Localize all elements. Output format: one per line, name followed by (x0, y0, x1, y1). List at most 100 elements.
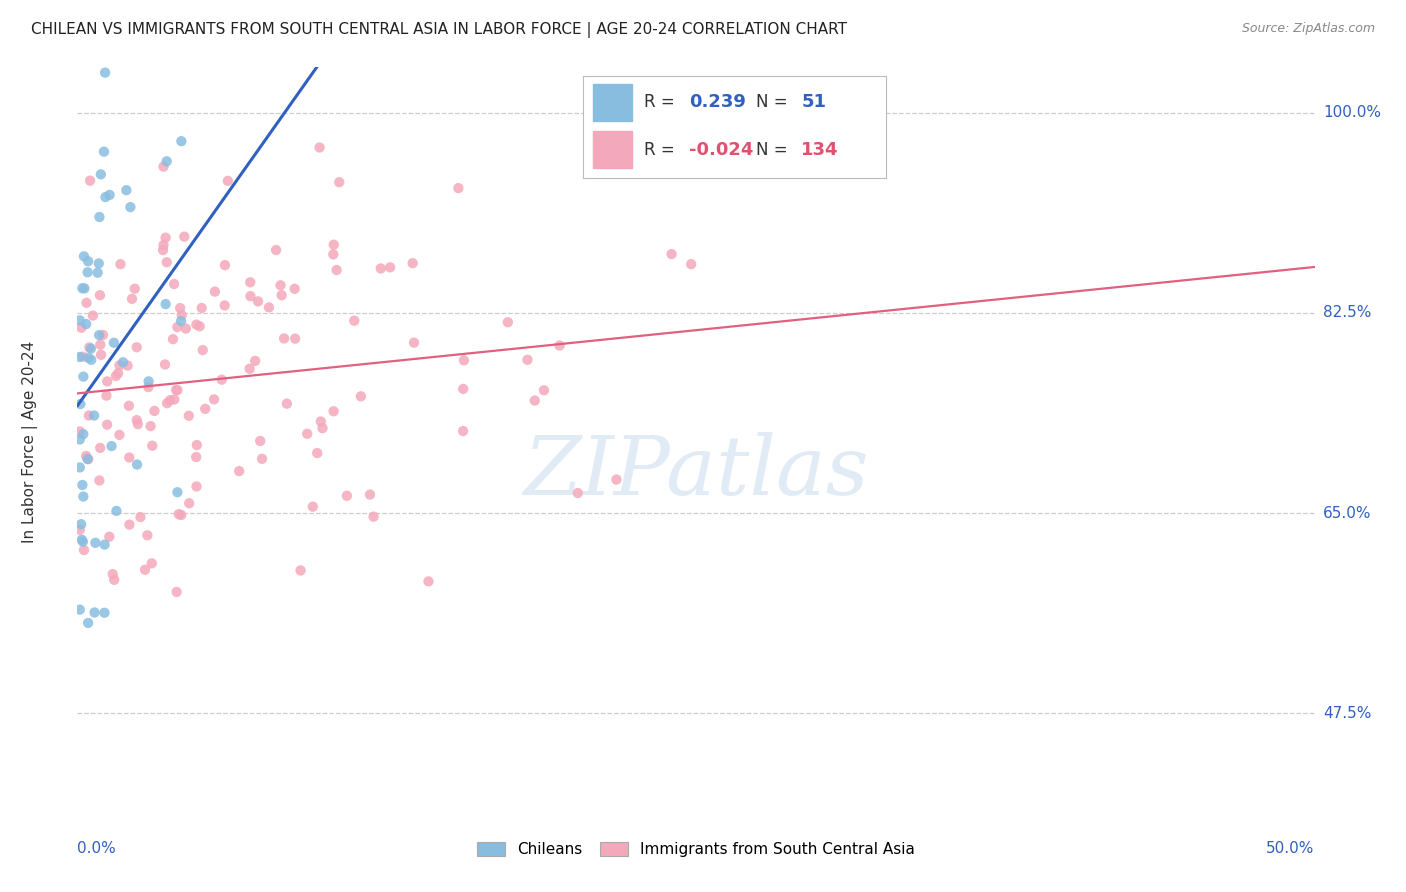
Point (89, 328, 111, 343)
Point (72, 369, 94, 384)
Point (350, 389, 373, 403)
Point (118, 399, 141, 413)
Point (75, 449, 97, 463)
Point (159, 393, 181, 408)
Point (115, 183, 138, 197)
Point (167, 507, 190, 521)
Point (533, 384, 555, 398)
Point (336, 489, 359, 503)
Point (105, 504, 128, 518)
Point (496, 315, 519, 329)
Point (96, 417, 118, 432)
Point (177, 409, 200, 423)
Point (129, 510, 152, 524)
Point (111, 355, 134, 369)
Point (301, 500, 323, 514)
Point (309, 415, 332, 429)
Point (155, 297, 177, 311)
Point (143, 404, 166, 418)
Point (89, 474, 111, 488)
Bar (592, 84, 631, 121)
Point (124, 282, 146, 296)
Point (94, 190, 117, 204)
Point (75, 317, 97, 331)
Point (104, 369, 127, 384)
Point (179, 496, 201, 510)
Point (370, 261, 392, 276)
Point (311, 421, 333, 435)
Point (284, 332, 307, 346)
Point (72, 281, 94, 295)
Text: ZIPatlas: ZIPatlas (523, 432, 869, 511)
Point (70, 517, 93, 532)
Point (173, 229, 195, 244)
Point (152, 238, 174, 252)
Point (249, 434, 271, 448)
Point (276, 397, 298, 411)
Point (548, 338, 571, 352)
Point (69, 602, 91, 616)
Point (125, 458, 148, 472)
Point (166, 585, 188, 599)
Point (166, 485, 188, 500)
Text: 100.0%: 100.0% (1323, 105, 1381, 120)
Point (243, 354, 266, 368)
Point (79, 340, 101, 354)
Text: 47.5%: 47.5% (1323, 706, 1371, 721)
Point (264, 243, 287, 257)
Point (108, 359, 131, 373)
Point (125, 340, 148, 354)
Point (186, 479, 208, 493)
Point (89, 441, 111, 455)
Point (239, 361, 262, 376)
Point (153, 358, 176, 372)
Point (152, 243, 174, 257)
Point (186, 438, 208, 452)
Point (214, 298, 236, 312)
Point (308, 140, 330, 154)
Point (139, 419, 162, 434)
Point (174, 321, 197, 335)
Point (328, 175, 350, 189)
Point (322, 237, 344, 252)
Point (72, 350, 94, 364)
Text: CHILEAN VS IMMIGRANTS FROM SOUTH CENTRAL ASIA IN LABOR FORCE | AGE 20-24 CORRELA: CHILEAN VS IMMIGRANTS FROM SOUTH CENTRAL… (31, 22, 846, 38)
Text: 0.239: 0.239 (689, 94, 747, 112)
Text: N =: N = (756, 94, 793, 112)
Point (270, 278, 292, 293)
Point (322, 247, 344, 261)
Point (101, 567, 124, 582)
Point (322, 404, 344, 418)
Point (73, 543, 96, 558)
Point (188, 319, 211, 334)
Point (98, 530, 121, 544)
Point (156, 396, 179, 410)
Point (77, 409, 100, 423)
Point (214, 258, 236, 272)
Text: 0.0%: 0.0% (77, 841, 117, 856)
Point (69, 425, 91, 439)
Point (72, 427, 94, 442)
Point (93, 538, 115, 552)
Point (83, 409, 105, 423)
Point (270, 288, 292, 302)
Point (69, 397, 91, 411)
Point (98, 187, 121, 202)
Point (363, 509, 385, 524)
Point (84, 536, 107, 550)
Point (451, 424, 474, 438)
Point (378, 260, 401, 275)
Point (204, 285, 226, 299)
Point (93, 145, 115, 159)
Point (89, 288, 111, 302)
Point (90, 167, 112, 181)
Point (228, 464, 250, 478)
Point (661, 247, 683, 261)
Point (156, 255, 179, 269)
Point (170, 134, 193, 148)
Point (79, 174, 101, 188)
Point (453, 353, 475, 368)
Point (186, 450, 208, 464)
Point (110, 257, 132, 271)
Point (290, 563, 312, 577)
